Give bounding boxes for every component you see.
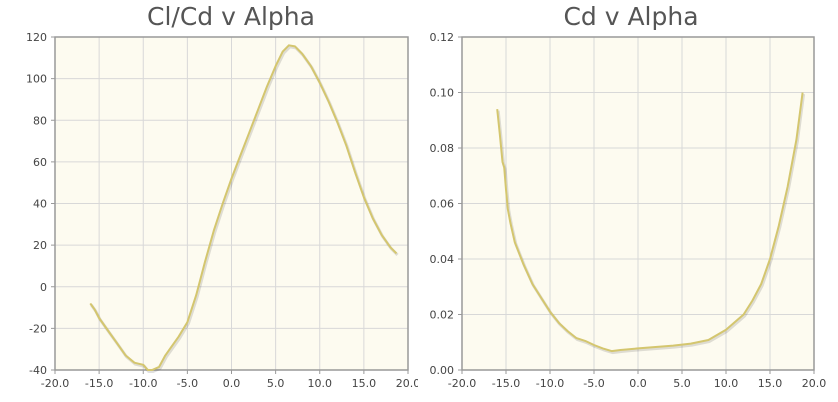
- x-tick-label: 5.0: [267, 377, 285, 390]
- y-tick-label: 0.04: [430, 253, 455, 266]
- y-tick-label: 0.06: [430, 198, 455, 211]
- x-tick-label: -15.0: [492, 377, 520, 390]
- x-tick-label: -20.0: [448, 377, 476, 390]
- y-tick-label: 0.00: [430, 364, 455, 377]
- series-line: [89, 44, 398, 371]
- y-tick-label: 40: [33, 198, 47, 211]
- series-line: [496, 92, 804, 353]
- plot-border: [54, 36, 409, 371]
- y-tick-label: 20: [33, 239, 47, 252]
- y-tick-label: 0.08: [430, 142, 455, 155]
- x-tick-label: 20.0: [802, 377, 827, 390]
- y-tick-label: 120: [26, 31, 47, 44]
- cd-plot: -20.0 -15.0 -10.0 -5.0 0.0 5.0 10.0 15.0 20.0 0.0…: [430, 31, 827, 390]
- y-tick-label: 60: [33, 156, 47, 169]
- x-tick-label: -15.0: [85, 377, 113, 390]
- y-tick-label: -20: [29, 322, 47, 335]
- y-tick-label: 0.02: [430, 309, 455, 322]
- chart-title: Cd v Alpha: [563, 2, 699, 31]
- x-tick-label: -5.0: [177, 377, 198, 390]
- x-tick-label: 15.0: [352, 377, 377, 390]
- plot-border: [461, 36, 815, 371]
- x-tick-label: 10.0: [308, 377, 333, 390]
- x-tick-label: -5.0: [583, 377, 604, 390]
- chart-title: Cl/Cd v Alpha: [147, 2, 315, 31]
- x-tick-label: -10.0: [536, 377, 564, 390]
- clcd-plot: -20.0 -15.0 -10.0 -5.0 0.0 5.0 10.0 15.0 20.0 -40…: [26, 31, 418, 390]
- y-tick-label: 0.12: [430, 31, 455, 44]
- x-tick-label: -20.0: [41, 377, 69, 390]
- y-tick-label: 100: [26, 73, 47, 86]
- y-tick-label: 80: [33, 114, 47, 127]
- x-tick-label: 5.0: [673, 377, 691, 390]
- y-tick-label: 0: [40, 281, 47, 294]
- x-tick-label: 15.0: [758, 377, 783, 390]
- y-tick-label: -40: [29, 364, 47, 377]
- x-tick-label: -10.0: [129, 377, 157, 390]
- clcd-chart: Cl/Cd v Alpha -20.0 -15.0 -10.0 -5.0 0.0 5.0 1…: [0, 0, 418, 402]
- x-tick-label: 0.0: [629, 377, 647, 390]
- x-tick-label: 0.0: [223, 377, 241, 390]
- x-tick-label: 10.0: [714, 377, 739, 390]
- y-tick-label: 0.10: [430, 87, 455, 100]
- x-tick-label: 20.0: [396, 377, 418, 390]
- cd-chart: Cd v Alpha -20.0 -15.0 -10.0 -5.0 0.0 5.0 10.0…: [420, 0, 838, 402]
